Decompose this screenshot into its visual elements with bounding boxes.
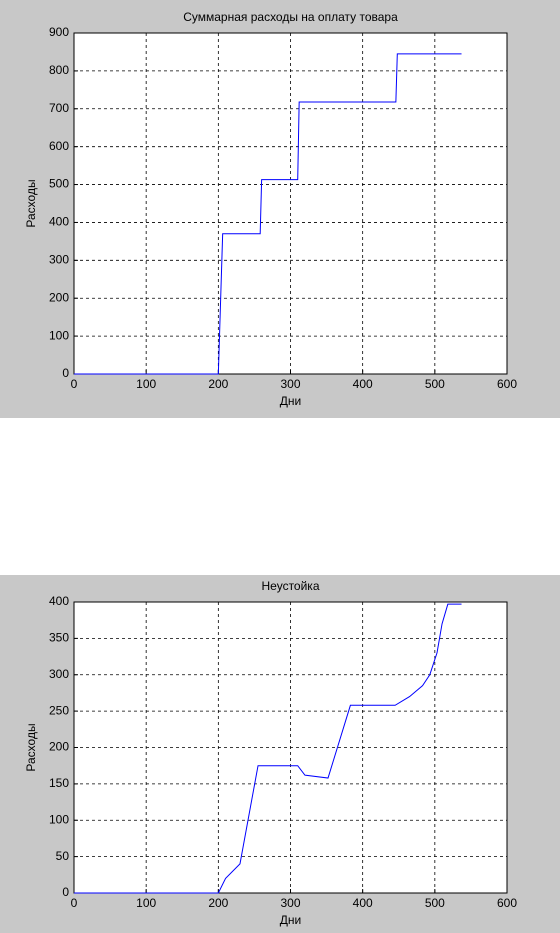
- y-tick-label: 300: [49, 253, 69, 267]
- y-tick-label: 100: [49, 812, 69, 826]
- x-tick-label: 400: [353, 896, 373, 910]
- y-tick-label: 500: [49, 177, 69, 191]
- data-line: [74, 53, 462, 375]
- y-tick-label: 350: [49, 631, 69, 645]
- y-tick-label: 800: [49, 63, 69, 77]
- y-tick-label: 900: [49, 25, 69, 39]
- y-tick-label: 400: [49, 215, 69, 229]
- x-axis-label: Дни: [280, 913, 301, 927]
- x-tick-label: 200: [208, 896, 228, 910]
- y-tick-label: 100: [49, 328, 69, 342]
- y-tick-label: 200: [49, 290, 69, 304]
- x-tick-label: 500: [425, 896, 445, 910]
- data-line: [74, 603, 462, 894]
- y-tick-label: 50: [56, 849, 70, 863]
- y-tick-label: 0: [62, 885, 69, 899]
- y-tick-label: 0: [62, 366, 69, 380]
- y-tick-label: 200: [49, 740, 69, 754]
- y-tick-label: 150: [49, 776, 69, 790]
- x-axis-label: Дни: [280, 394, 301, 408]
- x-tick-label: 600: [497, 896, 517, 910]
- x-tick-label: 0: [71, 896, 78, 910]
- x-tick-label: 300: [280, 896, 300, 910]
- x-tick-label: 100: [136, 896, 156, 910]
- x-tick-label: 300: [280, 377, 300, 391]
- y-axis-label: Расходы: [24, 723, 38, 771]
- x-tick-label: 600: [497, 377, 517, 391]
- x-tick-label: 500: [425, 377, 445, 391]
- chart-title: Неустойка: [262, 579, 320, 593]
- y-tick-label: 600: [49, 139, 69, 153]
- x-tick-label: 200: [208, 377, 228, 391]
- y-tick-label: 300: [49, 667, 69, 681]
- y-tick-label: 250: [49, 703, 69, 717]
- y-tick-label: 700: [49, 101, 69, 115]
- y-axis-label: Расходы: [24, 179, 38, 227]
- chart-title: Суммарная расходы на оплату товара: [183, 10, 398, 24]
- x-tick-label: 0: [71, 377, 78, 391]
- x-tick-label: 100: [136, 377, 156, 391]
- x-tick-label: 400: [353, 377, 373, 391]
- y-tick-label: 400: [49, 594, 69, 608]
